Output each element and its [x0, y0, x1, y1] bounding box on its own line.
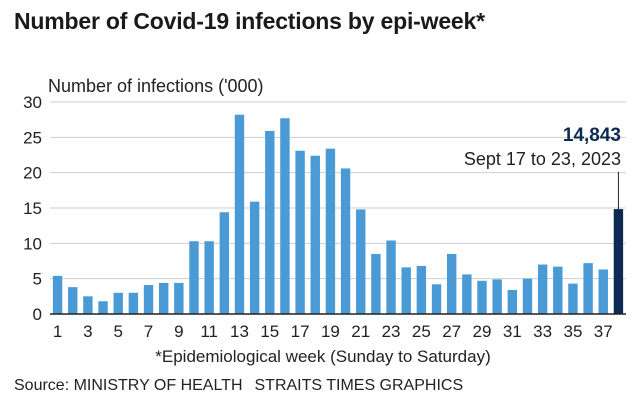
- x-tick-label: 35: [563, 322, 582, 341]
- y-tick-label: 25: [23, 128, 42, 147]
- credit-text: STRAITS TIMES GRAPHICS: [254, 377, 464, 394]
- x-tick-label: 19: [321, 322, 340, 341]
- bar: [325, 148, 336, 314]
- source-text: Source: MINISTRY OF HEALTH: [14, 377, 243, 394]
- y-tick-labels: 0 5 10 15 20 25 30: [23, 93, 42, 324]
- y-tick-label: 30: [23, 93, 42, 112]
- x-tick-label: 15: [260, 322, 279, 341]
- x-tick-label: 25: [412, 322, 431, 341]
- bar: [431, 284, 442, 314]
- bar: [507, 289, 518, 314]
- y-tick-label: 20: [23, 164, 42, 183]
- x-tick-label: 9: [174, 322, 183, 341]
- highlight-date-label: Sept 17 to 23, 2023: [464, 149, 621, 169]
- y-tick-label: 0: [33, 305, 42, 324]
- bar: [477, 280, 487, 314]
- grid-lines: [50, 101, 626, 280]
- bar: [249, 201, 260, 314]
- bar: [416, 265, 427, 314]
- bar: [128, 292, 139, 314]
- x-tick-label: 23: [382, 322, 401, 341]
- y-tick-label: 5: [33, 270, 42, 289]
- highlight-value-label: 14,843: [563, 125, 621, 146]
- bar: [340, 168, 351, 314]
- x-tick-label: 27: [442, 322, 461, 341]
- bar: [174, 282, 184, 314]
- x-tick-label: 21: [351, 322, 370, 341]
- bar: [356, 209, 366, 314]
- x-tick-label: 11: [200, 322, 218, 341]
- x-tick-label: 5: [113, 322, 122, 341]
- bar: [158, 282, 169, 314]
- bar: [265, 130, 275, 314]
- bar: [310, 155, 320, 314]
- bar: [401, 267, 411, 314]
- x-tick-label: 37: [594, 322, 613, 341]
- source-line: Source: MINISTRY OF HEALTH STRAITS TIMES …: [14, 377, 463, 395]
- bar: [492, 279, 502, 314]
- x-axis-label: *Epidemiological week (Sunday to Saturda…: [155, 347, 490, 366]
- bar: [189, 241, 199, 314]
- x-tick-labels: 1 3 5 7 9 11 13 15 17 19 21 23 25 27 29 31 33 35 37: [53, 322, 613, 341]
- bar: [98, 301, 108, 314]
- bar: [462, 274, 472, 314]
- bar: [219, 212, 230, 314]
- bar: [234, 114, 245, 314]
- bar: [568, 283, 578, 314]
- y-axis-label: Number of infections ('000): [48, 76, 264, 96]
- bar: [583, 263, 593, 314]
- x-tick-label: 33: [533, 322, 552, 341]
- bar: [113, 292, 123, 314]
- x-tick-label: 3: [83, 322, 92, 341]
- y-tick-label: 15: [23, 199, 42, 218]
- bar: [295, 150, 305, 314]
- bar: [83, 296, 93, 314]
- bars: [52, 114, 624, 315]
- x-tick-label: 17: [291, 322, 310, 341]
- chart-title: Number of Covid-19 infections by epi-wee…: [14, 8, 485, 34]
- bar: [52, 275, 63, 314]
- bar: [537, 264, 548, 314]
- bar: [446, 253, 457, 314]
- bar: [143, 285, 154, 314]
- bar: [204, 241, 214, 314]
- x-tick-label: 31: [503, 322, 522, 341]
- bar: [553, 266, 563, 314]
- bar: [68, 287, 78, 314]
- bar: [280, 118, 290, 315]
- x-tick-label: 13: [230, 322, 249, 341]
- bar: [371, 253, 381, 314]
- x-tick-label: 1: [53, 322, 62, 341]
- x-tick-label: 29: [473, 322, 492, 341]
- bar: [598, 269, 608, 314]
- bar: [522, 278, 533, 314]
- y-tick-label: 10: [23, 234, 42, 253]
- x-tick-label: 7: [144, 322, 153, 341]
- bar: [386, 240, 396, 314]
- highlight-bar: [613, 209, 624, 314]
